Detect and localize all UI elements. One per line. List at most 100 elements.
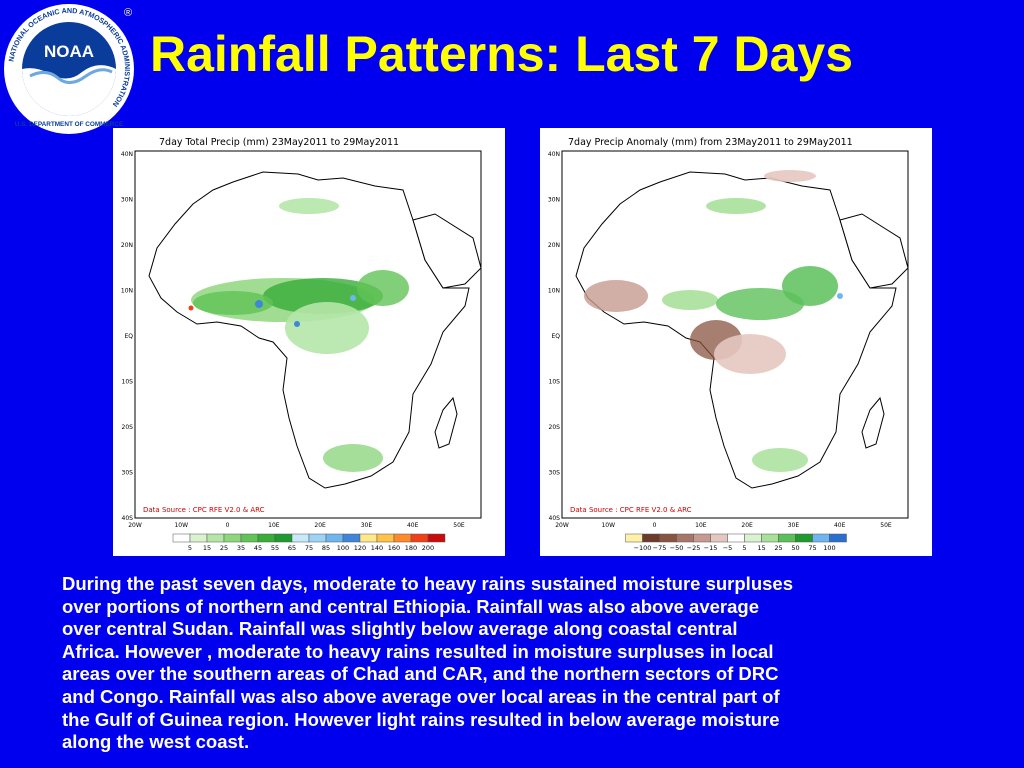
legend-swatch <box>189 533 208 543</box>
lat-label: 10S <box>122 379 134 386</box>
lon-label: 40E <box>407 522 419 529</box>
legend-swatch <box>676 533 694 543</box>
legend-swatch <box>795 533 813 543</box>
legend-label: −15 <box>704 544 718 552</box>
lon-label: 0 <box>653 522 657 529</box>
legend-label: −75 <box>653 544 667 552</box>
lat-label: 20S <box>122 424 134 431</box>
legend-label: 15 <box>203 544 211 552</box>
legend-swatch <box>342 533 361 543</box>
lat-label: 20N <box>121 242 133 249</box>
lon-label: 40E <box>834 522 846 529</box>
legend-swatch <box>659 533 677 543</box>
registered-mark: ® <box>124 7 132 19</box>
legend-label: 45 <box>254 544 262 552</box>
arabia-outline <box>412 213 482 289</box>
lat-label: 30S <box>122 470 134 477</box>
legend-swatch <box>693 533 711 543</box>
legend-swatch <box>257 533 276 543</box>
legend-swatch <box>206 533 225 543</box>
lon-label: 20W <box>555 522 569 529</box>
legend-label: −100 <box>634 544 652 552</box>
legend-swatch <box>710 533 728 543</box>
legend-swatch <box>727 533 745 543</box>
legend-label: 100 <box>337 544 349 552</box>
arabia-outline <box>839 213 909 289</box>
precip-anomaly-map-title: 7day Precip Anomaly (mm) from 23May2011 … <box>568 137 853 148</box>
lon-label: 30E <box>788 522 800 529</box>
legend-label: 5 <box>188 544 192 552</box>
lat-label: 10N <box>548 288 560 295</box>
madagascar-outline <box>434 396 458 449</box>
legend-label: 120 <box>354 544 366 552</box>
legend-label: 160 <box>388 544 400 552</box>
lon-label: 10E <box>695 522 707 529</box>
madagascar-outline <box>861 396 885 449</box>
legend-swatch <box>325 533 344 543</box>
lon-label: 50E <box>880 522 892 529</box>
total-precip-source: Data Source : CPC RFE V2.0 & ARC <box>143 506 265 514</box>
legend-swatch <box>172 533 191 543</box>
legend-swatch <box>291 533 310 543</box>
legend-swatch <box>223 533 242 543</box>
legend-swatch <box>427 533 446 543</box>
lon-label: 20E <box>314 522 326 529</box>
legend-label: 65 <box>288 544 296 552</box>
legend-label: 15 <box>757 544 765 552</box>
legend-label: −50 <box>670 544 684 552</box>
legend-swatch <box>625 533 643 543</box>
lat-label: 20N <box>548 242 560 249</box>
legend-swatch <box>829 533 847 543</box>
legend-swatch <box>744 533 762 543</box>
noaa-dept-text: U.S. DEPARTMENT OF COMMERCE <box>15 121 124 128</box>
lat-label: 40S <box>122 515 134 522</box>
lat-label: 40S <box>549 515 561 522</box>
lon-label: 20E <box>741 522 753 529</box>
lat-label: 30N <box>121 197 133 204</box>
lon-label: 10E <box>268 522 280 529</box>
legend-swatch <box>308 533 327 543</box>
lat-label: 30N <box>548 197 560 204</box>
lon-label: 50E <box>453 522 465 529</box>
lon-label: 10W <box>174 522 188 529</box>
legend-label: 75 <box>305 544 313 552</box>
lat-label: 10N <box>121 288 133 295</box>
caption-line: over central Sudan. Rainfall was slightl… <box>62 618 738 640</box>
caption-line: over portions of northern and central Et… <box>62 595 760 617</box>
legend-label: 200 <box>422 544 434 552</box>
legend-label: 75 <box>808 544 816 552</box>
precip-anomaly-source: Data Source : CPC RFE V2.0 & ARC <box>570 506 692 514</box>
legend-swatch <box>761 533 779 543</box>
caption-line: and Congo. Rainfall was also above avera… <box>62 685 780 707</box>
lat-label: 40N <box>548 151 560 158</box>
slide-caption: During the past seven days, moderate to … <box>62 573 992 754</box>
legend-label: 25 <box>774 544 782 552</box>
legend-swatch <box>410 533 429 543</box>
total-precip-map: 7day Total Precip (mm) 23May2011 to 29Ma… <box>121 137 482 552</box>
legend-label: 100 <box>823 544 835 552</box>
legend-label: 85 <box>322 544 330 552</box>
caption-line: along the west coast. <box>62 731 250 753</box>
lat-label: EQ <box>124 333 133 340</box>
legend-swatch <box>393 533 412 543</box>
legend-swatch <box>274 533 293 543</box>
lat-label: 10S <box>549 379 561 386</box>
precip-anomaly-map-panel: 7day Precip Anomaly (mm) from 23May2011 … <box>540 128 932 556</box>
legend-swatch <box>642 533 660 543</box>
caption-line: During the past seven days, moderate to … <box>62 573 793 594</box>
legend-label: 180 <box>405 544 417 552</box>
slide-title: Rainfall Patterns: Last 7 Days <box>150 26 854 82</box>
precip-anomaly-map: 7day Precip Anomaly (mm) from 23May2011 … <box>548 137 909 552</box>
legend-swatch <box>376 533 395 543</box>
noaa-logo: NOAA NATIONAL OCEANIC AND ATMOSPHERIC AD… <box>4 4 134 134</box>
total-precip-map-panel: 7day Total Precip (mm) 23May2011 to 29Ma… <box>113 128 505 556</box>
anomaly-shading <box>584 170 843 472</box>
lon-label: 10W <box>601 522 615 529</box>
legend-label: 55 <box>271 544 279 552</box>
lat-label: 40N <box>121 151 133 158</box>
lat-label: EQ <box>551 333 560 340</box>
total-precip-map-title: 7day Total Precip (mm) 23May2011 to 29Ma… <box>159 137 399 148</box>
legend-swatch <box>240 533 259 543</box>
legend-swatch <box>359 533 378 543</box>
lon-label: 30E <box>361 522 373 529</box>
